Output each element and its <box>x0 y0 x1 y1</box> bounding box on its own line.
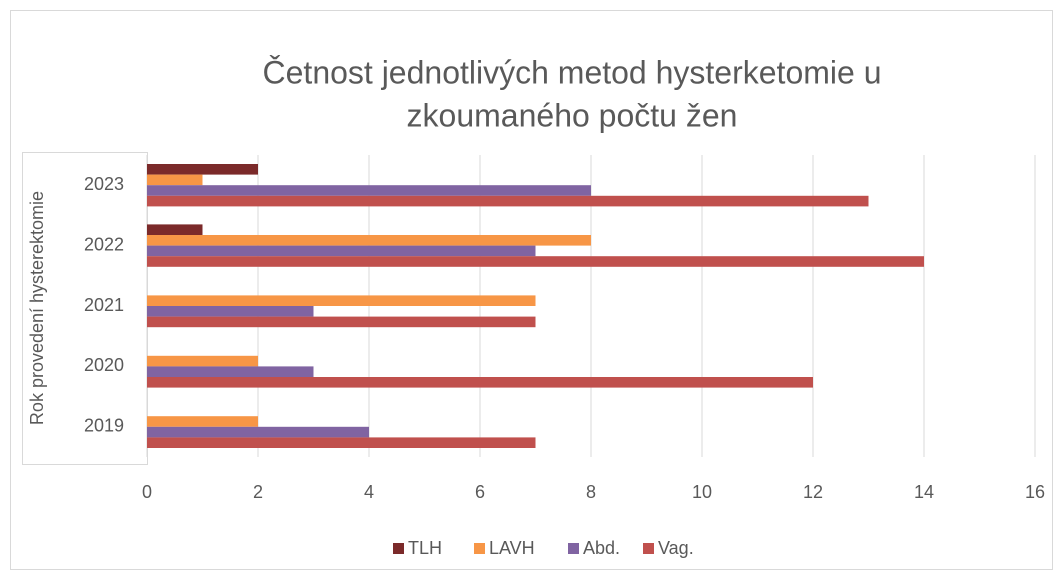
bar <box>147 306 314 317</box>
x-tick-label: 2 <box>253 482 263 502</box>
y-tick-label: 2023 <box>84 174 124 194</box>
bar <box>147 426 369 438</box>
y-tick-label: 2022 <box>84 234 124 254</box>
chart-title: zkoumaného počtu žen <box>407 97 738 133</box>
legend-swatch <box>393 543 404 554</box>
y-axis-label: Rok provedení hysterektomie <box>27 191 47 425</box>
bar <box>147 185 591 196</box>
x-tick-label: 10 <box>692 482 712 502</box>
bar <box>147 174 203 186</box>
x-tick-label: 4 <box>364 482 374 502</box>
legend-swatch <box>643 543 654 554</box>
bar <box>147 416 258 427</box>
bar <box>147 224 203 235</box>
bar <box>147 316 536 328</box>
bar <box>147 245 536 257</box>
legend-label: Vag. <box>658 538 694 558</box>
chart-title: Četnost jednotlivých metod hysterketomie… <box>263 54 882 90</box>
y-tick-label: 2019 <box>84 416 124 436</box>
bar <box>147 437 536 448</box>
bar <box>147 355 258 367</box>
legend-swatch <box>568 543 579 554</box>
x-tick-label: 12 <box>803 482 823 502</box>
x-tick-label: 14 <box>914 482 934 502</box>
legend-swatch <box>474 543 485 554</box>
x-tick-label: 16 <box>1025 482 1045 502</box>
x-tick-label: 8 <box>586 482 596 502</box>
bar <box>147 195 869 207</box>
x-tick-label: 6 <box>475 482 485 502</box>
bar <box>147 164 258 175</box>
bar <box>147 377 813 388</box>
bar <box>147 256 924 267</box>
y-tick-label: 2020 <box>84 355 124 375</box>
chart-border <box>10 10 1053 570</box>
legend-label: Abd. <box>583 538 620 558</box>
legend-label: LAVH <box>489 538 535 558</box>
y-tick-label: 2021 <box>84 295 124 315</box>
x-tick-label: 0 <box>142 482 152 502</box>
bar <box>147 295 536 306</box>
bar <box>147 235 591 246</box>
legend-label: TLH <box>408 538 442 558</box>
bar <box>147 366 314 377</box>
